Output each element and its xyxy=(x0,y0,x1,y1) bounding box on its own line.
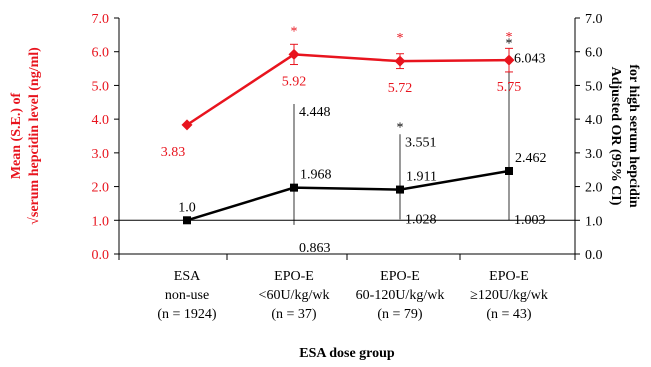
diamond-marker xyxy=(503,54,515,66)
data-label-odds-ratio: 1.968 xyxy=(300,168,332,183)
data-label-hepcidin: 5.92 xyxy=(282,74,307,89)
square-marker xyxy=(505,166,513,175)
category-label: EPO-E 60-120U/kg/wk (n = 79) xyxy=(356,269,445,322)
square-marker xyxy=(183,216,191,225)
left-tick-label: 5.0 xyxy=(92,79,110,94)
right-tick-label: 0.0 xyxy=(585,248,603,263)
y-axis-title-right-line2: for high serum hepcidin xyxy=(626,64,641,207)
ci-upper-label: 3.551 xyxy=(405,135,437,150)
ci-upper-label: 6.043 xyxy=(514,51,546,66)
series-line-odds-ratio xyxy=(186,169,510,222)
data-label-hepcidin: 3.83 xyxy=(161,145,186,160)
x-axis-categories: ESA non-use (n = 1924) EPO-E <60U/kg/wk (n = … xyxy=(157,269,547,322)
data-label-odds-ratio: 2.462 xyxy=(515,151,547,166)
data-label-hepcidin: 5.75 xyxy=(497,80,522,95)
left-tick-label: 7.0 xyxy=(92,12,110,27)
ci-lower-label: 0.863 xyxy=(299,241,331,256)
ci-lower-label: 1.003 xyxy=(514,213,546,228)
series-markers xyxy=(181,48,515,225)
left-tick-label: 0.0 xyxy=(92,248,110,263)
left-tick-label: 6.0 xyxy=(92,46,110,61)
diamond-marker xyxy=(288,48,300,60)
x-axis-title: ESA dose group xyxy=(299,346,395,361)
category-label: ESA non-use (n = 1924) xyxy=(157,269,217,322)
square-marker xyxy=(290,183,298,192)
diamond-marker xyxy=(181,119,193,131)
left-tick-label: 1.0 xyxy=(92,214,110,229)
significance-marker: * xyxy=(397,31,404,46)
data-label-odds-ratio: 1.911 xyxy=(406,170,437,185)
right-tick-label: 5.0 xyxy=(585,79,603,94)
category-label: EPO-E ≥120U/kg/wk (n = 43) xyxy=(470,269,548,322)
significance-marker: * xyxy=(291,24,298,39)
square-marker xyxy=(396,185,404,194)
series-lines xyxy=(186,53,510,222)
right-tick-label: 7.0 xyxy=(585,12,603,27)
right-tick-label: 2.0 xyxy=(585,181,603,196)
diamond-marker xyxy=(394,55,406,67)
right-axis-ticks: 0.0 1.0 2.0 3.0 4.0 5.0 6.0 7.0 xyxy=(575,12,603,263)
y-axis-title-right-line1: Adjusted OR (95% CI) xyxy=(608,67,623,206)
category-label: EPO-E <60U/kg/wk (n = 37) xyxy=(259,269,330,322)
significance-marker: * xyxy=(506,30,513,45)
series-line-hepcidin xyxy=(186,53,510,126)
right-tick-label: 3.0 xyxy=(585,147,603,162)
axes xyxy=(118,18,576,260)
y-axis-title-left-line1: Mean (S.E.) of xyxy=(9,93,24,180)
data-label-hepcidin: 5.72 xyxy=(388,81,413,96)
confidence-intervals xyxy=(290,43,513,225)
right-tick-label: 4.0 xyxy=(585,113,603,128)
ci-upper-label: 4.448 xyxy=(299,105,331,120)
left-tick-label: 4.0 xyxy=(92,113,110,128)
left-tick-label: 3.0 xyxy=(92,147,110,162)
left-axis-ticks: 0.0 1.0 2.0 3.0 4.0 5.0 6.0 7.0 xyxy=(92,12,119,263)
ci-lower-label: 1.028 xyxy=(405,212,437,227)
significance-marker: * xyxy=(397,120,404,135)
left-tick-label: 2.0 xyxy=(92,181,110,196)
y-axis-title-left-line2: √serum hepcidin level (ng/ml) xyxy=(27,47,42,225)
right-tick-label: 1.0 xyxy=(585,214,603,229)
data-labels: 3.83 5.92 * 5.72 * 5.75 * 1.0 1.968 1.911 2.462 4.4… xyxy=(161,24,547,255)
significance-marker: * xyxy=(506,36,513,51)
data-label-odds-ratio: 1.0 xyxy=(178,200,196,215)
right-tick-label: 6.0 xyxy=(585,46,603,61)
